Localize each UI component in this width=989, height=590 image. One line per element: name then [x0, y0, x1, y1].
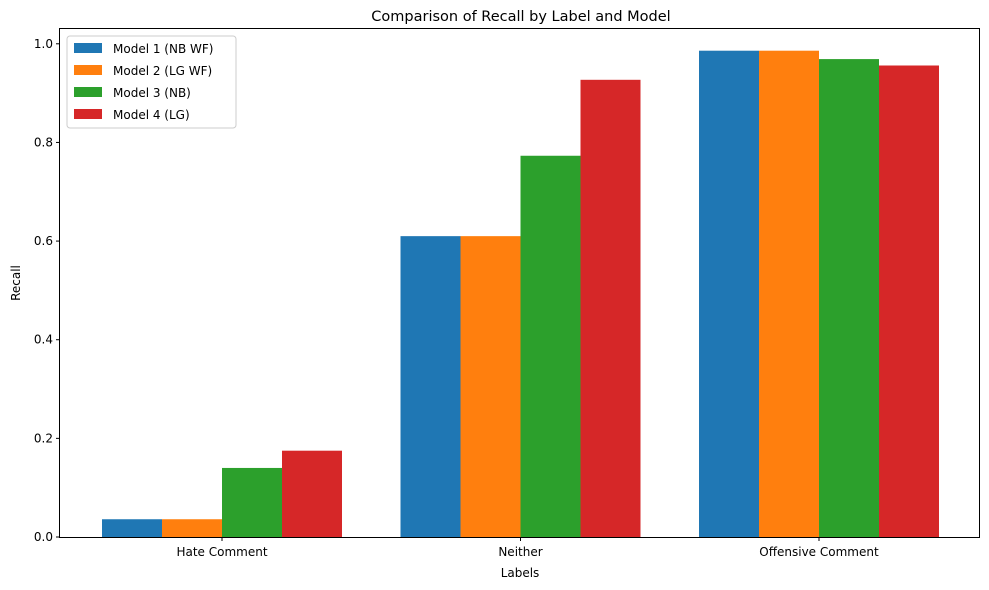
legend-swatch: [74, 43, 102, 53]
bar-4-hate-comment: [282, 450, 342, 537]
legend-label: Model 4 (LG): [113, 108, 190, 122]
bar-2-hate-comment: [162, 519, 222, 537]
x-tick-label: Neither: [498, 545, 542, 559]
legend-swatch: [74, 65, 102, 75]
legend-label: Model 2 (LG WF): [113, 64, 212, 78]
y-tick-label: 0.6: [34, 234, 53, 248]
x-tick-label: Hate Comment: [176, 545, 267, 559]
bar-3-offensive-comment: [819, 59, 879, 537]
x-axis-label: Labels: [501, 566, 540, 580]
bar-2-neither: [460, 236, 521, 537]
legend-swatch: [74, 87, 102, 97]
chart-title: Comparison of Recall by Label and Model: [371, 9, 670, 25]
bar-4-offensive-comment: [879, 65, 939, 538]
y-tick-label: 0.2: [34, 431, 53, 445]
legend-box: [66, 35, 237, 129]
y-tick-label: 0.4: [34, 333, 53, 347]
y-axis-ticks: 0.0 0.2 0.4 0.6 0.8 1.0: [34, 37, 60, 544]
bar-3-neither: [520, 155, 581, 537]
bar-1-neither: [400, 236, 461, 537]
legend-swatch: [74, 109, 102, 119]
legend-label: Model 1 (NB WF): [113, 42, 213, 56]
legend-label: Model 3 (NB): [113, 86, 191, 100]
bar-2-offensive-comment: [759, 50, 819, 538]
y-tick-label: 0.0: [34, 530, 53, 544]
bar-4-neither: [580, 79, 641, 538]
bar-1-offensive-comment: [699, 50, 759, 538]
plot-frame: [59, 28, 980, 538]
x-axis-ticks: Hate Comment Neither Offensive Comment: [176, 537, 879, 559]
legend: Model 1 (NB WF) Model 2 (LG WF) Model 3 (N…: [66, 35, 237, 129]
bars-group: [102, 50, 939, 538]
bar-1-hate-comment: [102, 519, 162, 537]
x-tick-label: Offensive Comment: [759, 545, 879, 559]
bar-3-hate-comment: [222, 467, 282, 537]
y-tick-label: 1.0: [34, 37, 53, 51]
y-axis-label: Recall: [9, 265, 23, 301]
y-tick-label: 0.8: [34, 135, 53, 149]
